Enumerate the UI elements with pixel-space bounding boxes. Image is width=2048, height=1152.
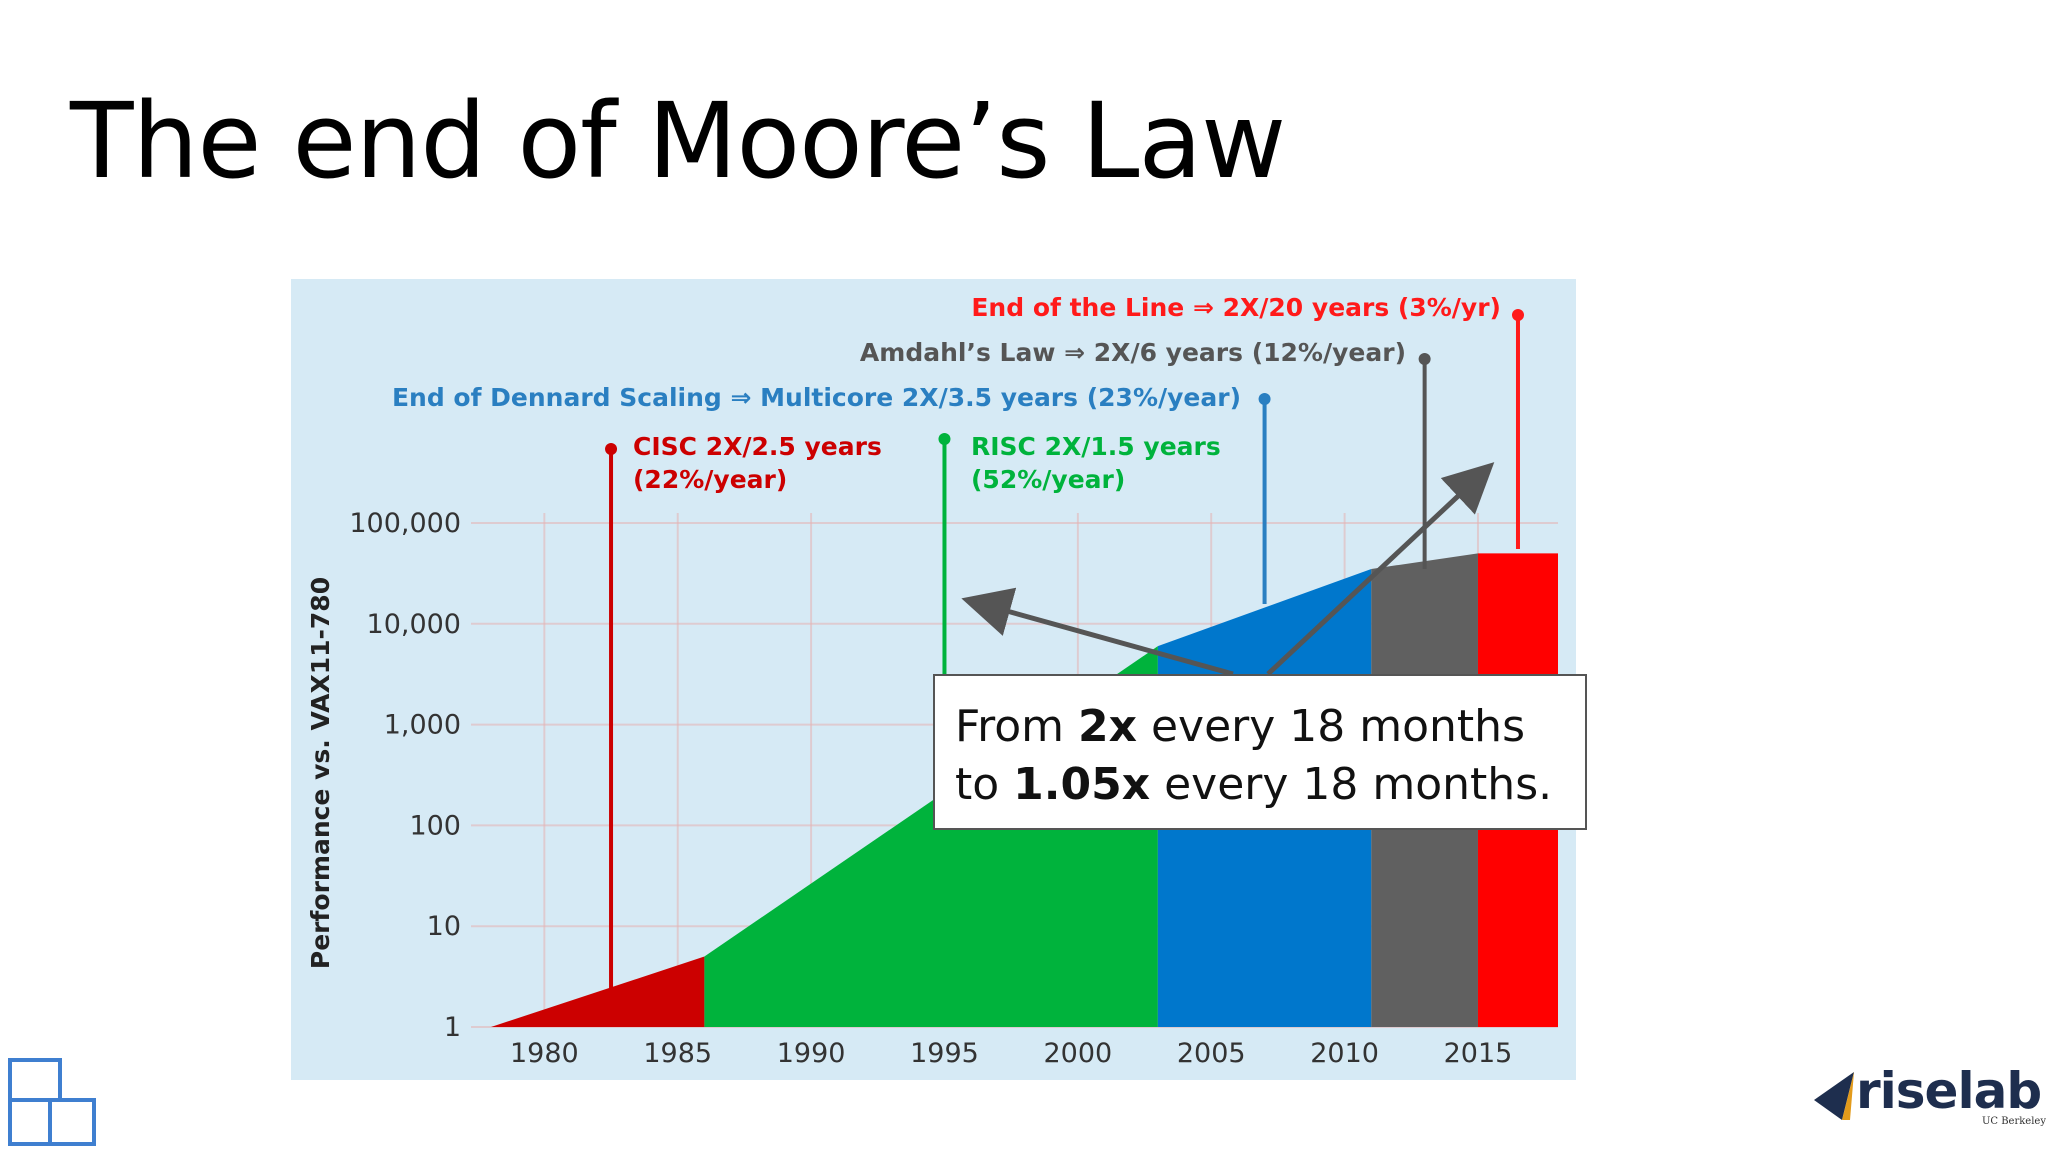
annotation-marker-dot xyxy=(1258,393,1271,405)
annotation-label: (52%/year) xyxy=(971,465,1125,494)
annotation-label: (22%/year) xyxy=(633,465,787,494)
annotation-label: RISC 2X/1.5 years xyxy=(971,432,1221,461)
annotation-label: End of the Line ⇒ 2X/20 years (3%/yr) xyxy=(971,293,1501,322)
annotation-label: CISC 2X/2.5 years xyxy=(633,432,882,461)
x-tick-label: 1995 xyxy=(910,1038,979,1069)
annotation-marker-dot xyxy=(605,443,618,455)
riselab-triangle-icon xyxy=(1814,1072,1854,1120)
callout-box: From 2x every 18 months to 1.05x every 1… xyxy=(933,674,1587,830)
callout-arrow-2 xyxy=(1266,462,1495,676)
callout-text: every 18 months. xyxy=(1150,759,1553,810)
annotation-marker-dot xyxy=(938,433,951,445)
y-tick-label: 1 xyxy=(444,1012,461,1043)
x-tick-label: 1980 xyxy=(510,1038,579,1069)
stacked-squares-icon xyxy=(8,1058,96,1146)
tick-labels: 1980 1985 1990 1995 2000 2005 2010 2015 1 10 100 1,… xyxy=(349,508,1512,1069)
callout-bold-text: 1.05x xyxy=(1013,759,1151,810)
annotation-marker-dot xyxy=(1511,309,1524,321)
callout-line-2: to 1.05x every 18 months. xyxy=(955,756,1585,814)
callout-text: every 18 months xyxy=(1137,701,1525,752)
annotation-marker-dot xyxy=(1418,353,1431,365)
slide-title: The end of Moore’s Law xyxy=(70,80,1286,202)
annotation-label: Amdahl’s Law ⇒ 2X/6 years (12%/year) xyxy=(860,338,1406,367)
annotations: CISC 2X/2.5 years (22%/year) RISC 2X/1.5 y… xyxy=(392,293,1524,989)
x-tick-label: 2000 xyxy=(1043,1038,1112,1069)
riselab-wordmark: riselab xyxy=(1856,1062,2042,1120)
riselab-subtitle: UC Berkeley xyxy=(1981,1116,2046,1127)
callout-line-1: From 2x every 18 months xyxy=(955,698,1585,756)
annotation-label: End of Dennard Scaling ⇒ Multicore 2X/3.… xyxy=(392,383,1241,412)
callout-text: to xyxy=(955,759,1014,810)
y-axis-label: Performance vs. VAX11-780 xyxy=(306,577,335,969)
y-tick-label: 1,000 xyxy=(384,710,461,741)
y-tick-label: 100 xyxy=(409,810,461,841)
x-tick-label: 2010 xyxy=(1310,1038,1379,1069)
y-tick-label: 10,000 xyxy=(367,609,461,640)
callout-bold-text: 2x xyxy=(1078,701,1137,752)
x-tick-label: 1985 xyxy=(643,1038,712,1069)
callout-arrow-1 xyxy=(961,587,1234,677)
y-tick-label: 10 xyxy=(427,911,461,942)
y-tick-label: 100,000 xyxy=(349,508,461,539)
x-tick-label: 1990 xyxy=(777,1038,846,1069)
area-segment-1 xyxy=(491,956,705,1027)
riselab-logo: riselab UC Berkeley xyxy=(1810,1062,2046,1132)
callout-arrows xyxy=(961,462,1495,677)
callout-text: From xyxy=(955,701,1078,752)
x-tick-label: 2005 xyxy=(1177,1038,1246,1069)
x-tick-label: 2015 xyxy=(1444,1038,1513,1069)
